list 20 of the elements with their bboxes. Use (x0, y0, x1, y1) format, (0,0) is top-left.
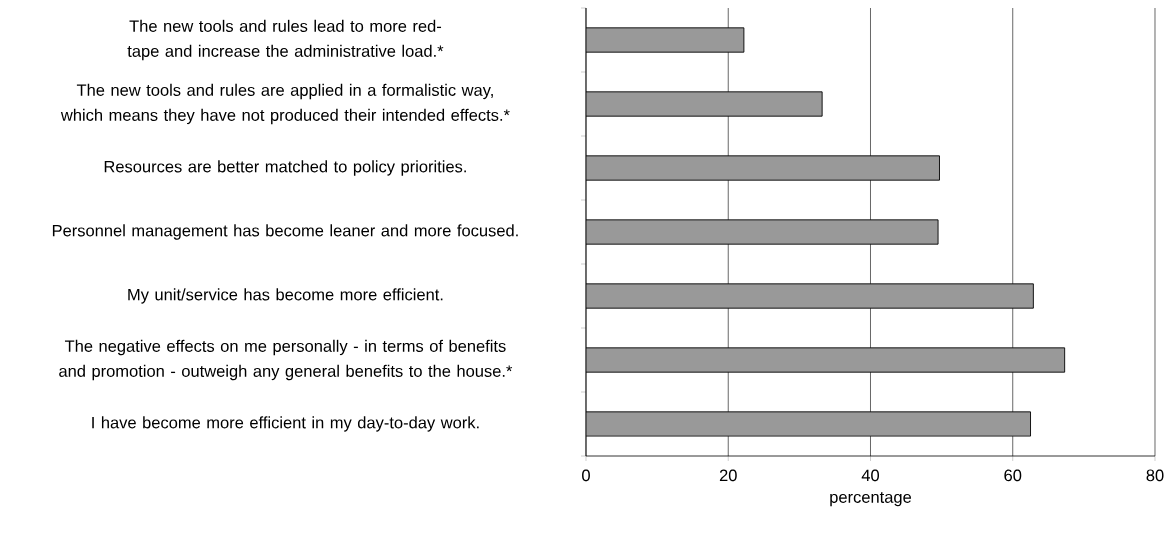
bar (586, 411, 1031, 437)
y-tick-label: The new tools and rules are applied in a formalistic way, which means they have not produced their intended effects.* (60, 83, 510, 125)
x-tick-label: 60 (1004, 469, 1022, 482)
x-tick-label: 80 (1146, 469, 1164, 482)
x-tick-label: 0 (582, 469, 590, 482)
x-tick-label: 40 (861, 469, 880, 482)
y-tick-label: I have become more efficient in my day-to-day work. (92, 416, 479, 432)
bar (586, 91, 823, 117)
bar (586, 27, 745, 53)
bar (586, 155, 940, 181)
y-tick-label: Resources are better matched to policy priorities. (104, 160, 466, 176)
x-axis-title: percentage (830, 492, 912, 507)
y-tick-label: My unit/service has become more efficient. (128, 288, 443, 304)
y-tick-label: Personnel management has become leaner and more focused. (52, 224, 518, 240)
bar (586, 283, 1034, 309)
bar (586, 347, 1066, 373)
bar (586, 219, 939, 245)
y-tick-label: The new tools and rules lead to more red-tape and increase the administrative load.* (127, 19, 444, 61)
y-tick-label: The negative effects on me personally - in terms of benefits and promotion - outweigh any general benefits to the house.* (59, 339, 513, 381)
x-tick-label: 20 (719, 469, 737, 482)
